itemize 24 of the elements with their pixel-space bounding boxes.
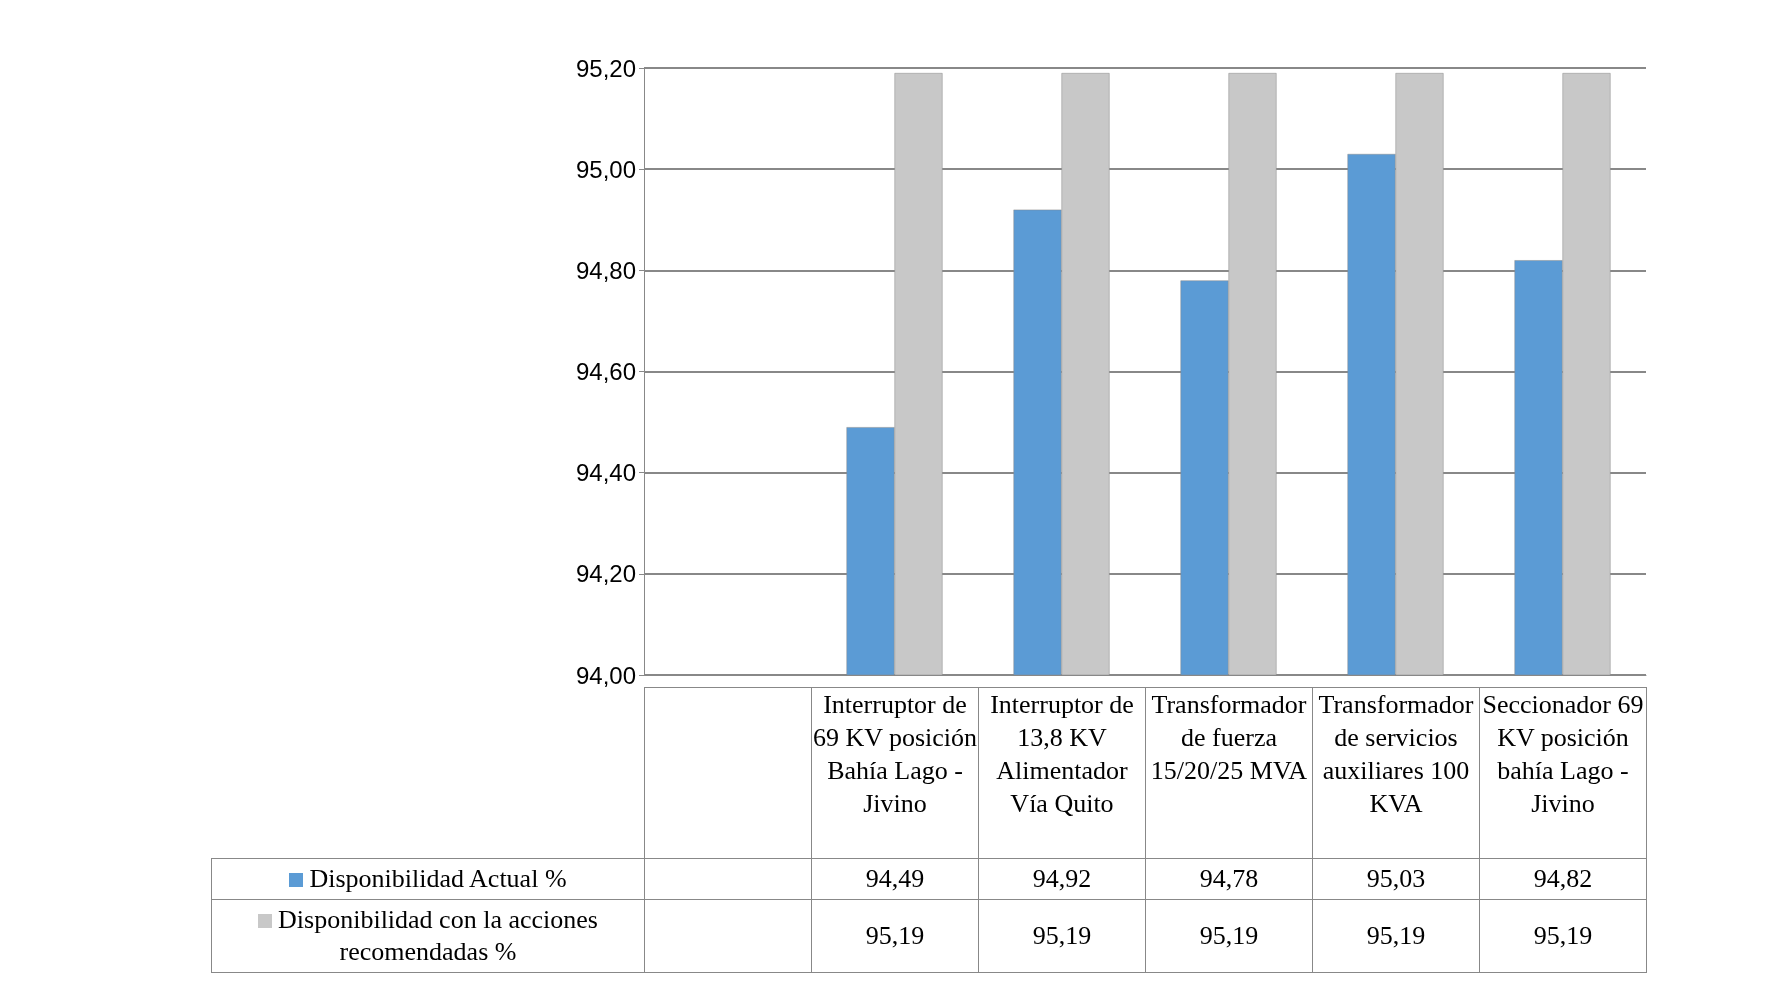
data-label: 94,78 [1145,858,1313,900]
data-label: 95,19 [1479,899,1647,973]
x-tick-label: Interruptor de 13,8 KV Alimentador Vía Quito [978,687,1146,859]
y-tick-label: 94,80 [575,256,636,284]
y-tick-label: 94,00 [575,661,636,689]
y-tick-label: 94,20 [575,560,636,588]
legend-label: Disponibilidad con la acciones recomendadas % [211,899,645,973]
data-label: 95,03 [1312,858,1480,900]
y-tick-label: 94,40 [575,459,636,487]
y-tick-label: 95,20 [575,54,636,82]
y-tick-label: 94,60 [575,358,636,385]
legend-label: Disponibilidad Actual % [211,858,645,900]
data-label: 94,92 [978,858,1146,900]
data-label: 95,19 [1145,899,1313,973]
data-label: 94,49 [811,858,979,900]
x-tick-label: Transformador de servicios auxiliares 100 KVA [1312,687,1480,859]
y-tick-label: 95,00 [575,155,636,183]
x-tick-label: Seccionador 69 KV posición bahía Lago - Jivino [1479,687,1647,859]
data-label: 95,19 [811,899,979,973]
x-tick-label: Transformador de fuerza 15/20/25 MVA [1145,687,1313,859]
data-label: 95,19 [978,899,1146,973]
data-label: 95,19 [1312,899,1480,973]
x-tick-label: Interruptor de 69 KV posición Bahía Lago - Jivino [811,687,979,859]
data-label: 94,82 [1479,858,1647,900]
